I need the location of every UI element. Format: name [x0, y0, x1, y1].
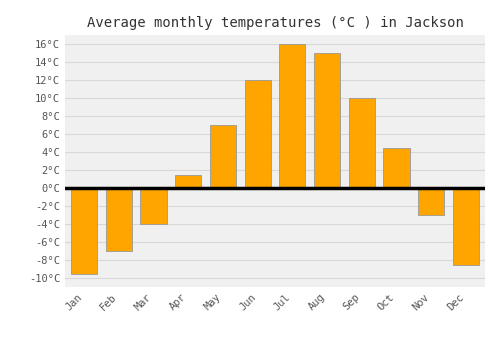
Bar	[280, 44, 305, 188]
Bar	[453, 188, 479, 265]
Bar	[418, 188, 444, 215]
Bar	[71, 188, 97, 273]
Bar	[210, 125, 236, 188]
Bar	[106, 188, 132, 251]
Title: Average monthly temperatures (°C ) in Jackson: Average monthly temperatures (°C ) in Ja…	[86, 16, 464, 30]
Bar	[384, 147, 409, 188]
Bar	[175, 175, 201, 188]
Bar	[140, 188, 166, 224]
Bar	[244, 80, 270, 188]
Bar	[349, 98, 375, 188]
Bar	[314, 53, 340, 188]
